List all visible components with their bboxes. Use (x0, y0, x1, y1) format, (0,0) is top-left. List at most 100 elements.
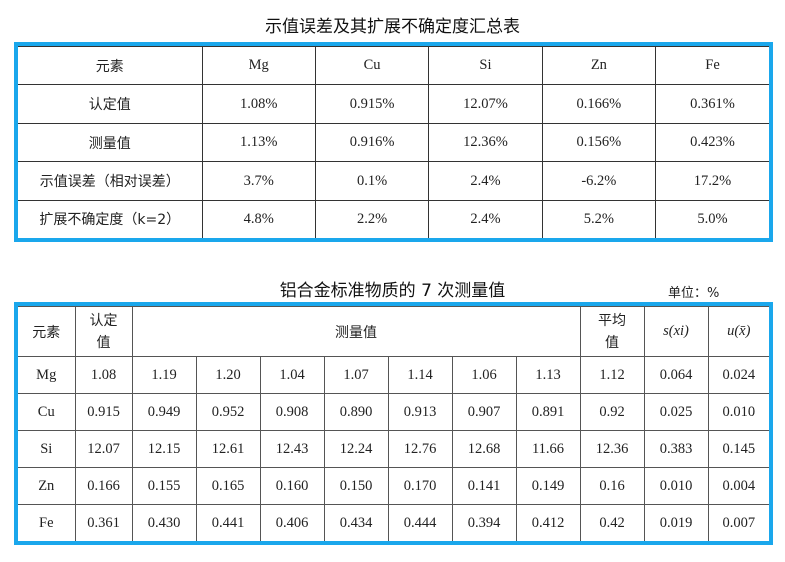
u-cell: 0.145 (707, 430, 770, 469)
measured-cell: 0.949 (131, 393, 197, 432)
measured-cell: 0.890 (323, 393, 389, 432)
value-cell: 12.07% (428, 84, 543, 124)
measured-cell: 0.394 (451, 504, 517, 541)
element-cell: Cu (18, 393, 76, 432)
table-row: Zn 0.166 0.155 0.165 0.160 0.150 0.170 0.141 0.1… (18, 467, 770, 506)
value-cell: 0.423% (655, 122, 769, 163)
header-cell: Cu (314, 45, 430, 86)
certified-cell: 0.915 (74, 393, 133, 432)
measured-cell: 0.913 (387, 393, 453, 432)
certified-cell: 12.07 (74, 430, 133, 469)
row-label: 扩展不确定度（k=2） (18, 199, 203, 238)
header-cell: 元素 (18, 45, 203, 86)
header-cell: Fe (655, 45, 769, 86)
measured-cell: 0.907 (451, 393, 517, 432)
certified-cell: 0.361 (74, 504, 133, 541)
value-cell: 2.2% (314, 199, 430, 238)
s-cell: 0.383 (643, 430, 709, 469)
header-cell: Si (428, 45, 543, 86)
u-cell: 0.024 (707, 355, 770, 395)
measured-cell: 0.149 (515, 467, 581, 506)
value-cell: 12.36% (428, 122, 543, 163)
measured-cell: 0.170 (387, 467, 453, 506)
measured-cell: 12.24 (323, 430, 389, 469)
value-cell: 0.166% (541, 84, 657, 124)
measured-cell: 12.43 (259, 430, 325, 469)
measured-cell: 1.07 (323, 355, 389, 395)
row-label: 测量值 (18, 122, 203, 163)
certified-cell: 0.166 (74, 467, 133, 506)
measured-cell: 0.430 (131, 504, 197, 541)
value-cell: 5.0% (655, 199, 769, 238)
value-cell: 4.8% (201, 199, 316, 238)
unit-label: 单位：% (668, 286, 720, 301)
measured-cell: 1.04 (259, 355, 325, 395)
s-cell: 0.064 (643, 355, 709, 395)
measured-cell: 12.76 (387, 430, 453, 469)
header-row: 元素 Mg Cu Si Zn Fe (18, 45, 769, 86)
measured-cell: 0.406 (259, 504, 325, 541)
value-cell: 17.2% (655, 161, 769, 201)
measured-cell: 1.13 (515, 355, 581, 395)
measured-cell: 0.141 (451, 467, 517, 506)
header-s: s(xi) (643, 306, 709, 357)
element-cell: Si (18, 430, 76, 469)
table1-title: 示值误差及其扩展不确定度汇总表 (265, 17, 520, 37)
table-row: 扩展不确定度（k=2） 4.8% 2.2% 2.4% 5.2% 5.0% (18, 199, 769, 238)
value-cell: 0.156% (541, 122, 657, 163)
measured-cell: 12.68 (451, 430, 517, 469)
table-row: Mg 1.08 1.19 1.20 1.04 1.07 1.14 1.06 1.13 1.12 0.… (18, 355, 770, 395)
measured-cell: 12.61 (195, 430, 261, 469)
value-cell: 0.916% (314, 122, 430, 163)
header-mean: 平均值 (579, 306, 645, 357)
value-cell: 1.08% (201, 84, 316, 124)
mean-cell: 12.36 (579, 430, 645, 469)
value-cell: 2.4% (428, 199, 543, 238)
error-summary-table: 元素 Mg Cu Si Zn Fe 认定值 1.08% 0.915% 12.07% 0.166% 0.… (14, 42, 773, 242)
element-cell: Fe (18, 504, 76, 541)
table-row: 测量值 1.13% 0.916% 12.36% 0.156% 0.423% (18, 122, 769, 163)
measured-cell: 1.06 (451, 355, 517, 395)
measured-cell: 0.160 (259, 467, 325, 506)
header-row: 元素 认定值 测量值 平均值 s(xi) u(x̄) (18, 306, 770, 357)
table-row: 示值误差（相对误差） 3.7% 0.1% 2.4% -6.2% 17.2% (18, 161, 769, 201)
s-cell: 0.019 (643, 504, 709, 541)
measured-cell: 11.66 (515, 430, 581, 469)
u-cell: 0.010 (707, 393, 770, 432)
s-cell: 0.010 (643, 467, 709, 506)
measured-cell: 0.412 (515, 504, 581, 541)
mean-cell: 0.92 (579, 393, 645, 432)
header-measured: 测量值 (131, 306, 581, 357)
value-cell: 0.361% (655, 84, 769, 124)
element-cell: Mg (18, 355, 76, 395)
measured-cell: 0.441 (195, 504, 261, 541)
measured-cell: 1.20 (195, 355, 261, 395)
table2-title: 铝合金标准物质的 7 次测量值 (279, 281, 506, 301)
table-row: 认定值 1.08% 0.915% 12.07% 0.166% 0.361% (18, 84, 769, 124)
measurement-table: 元素 认定值 测量值 平均值 s(xi) u(x̄) Mg 1.08 1.19 1.20 1.04 1… (14, 302, 773, 545)
measured-cell: 0.444 (387, 504, 453, 541)
measured-cell: 1.19 (131, 355, 197, 395)
measured-cell: 12.15 (131, 430, 197, 469)
measured-cell: 0.908 (259, 393, 325, 432)
row-label: 示值误差（相对误差） (18, 161, 203, 201)
measured-cell: 0.891 (515, 393, 581, 432)
measured-cell: 1.14 (387, 355, 453, 395)
measured-cell: 0.150 (323, 467, 389, 506)
certified-cell: 1.08 (74, 355, 133, 395)
element-cell: Zn (18, 467, 76, 506)
measured-cell: 0.165 (195, 467, 261, 506)
mean-cell: 0.16 (579, 467, 645, 506)
table-row: Si 12.07 12.15 12.61 12.43 12.24 12.76 12.68 11.… (18, 430, 770, 469)
row-label: 认定值 (18, 84, 203, 124)
measured-cell: 0.155 (131, 467, 197, 506)
value-cell: 2.4% (428, 161, 543, 201)
header-certified: 认定值 (74, 306, 133, 357)
value-cell: 3.7% (201, 161, 316, 201)
value-cell: 0.1% (314, 161, 430, 201)
mean-cell: 1.12 (579, 355, 645, 395)
measured-cell: 0.952 (195, 393, 261, 432)
header-element: 元素 (18, 306, 76, 357)
value-cell: 5.2% (541, 199, 657, 238)
value-cell: -6.2% (541, 161, 657, 201)
